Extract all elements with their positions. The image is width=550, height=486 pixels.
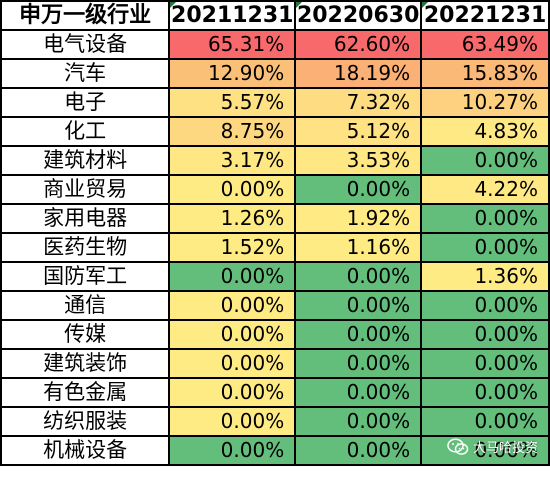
industry-name-cell[interactable]: 机械设备 <box>0 435 171 466</box>
industry-name-cell[interactable]: 化工 <box>0 116 171 147</box>
weight-cell[interactable]: 1.52% <box>168 232 297 263</box>
weight-cell[interactable]: 3.53% <box>294 145 423 176</box>
weight-cell[interactable]: 12.90% <box>168 58 297 89</box>
weight-cell[interactable]: 0.00% <box>294 406 423 437</box>
weight-cell[interactable]: 0.00% <box>294 348 423 379</box>
weight-cell[interactable]: 0.00% <box>168 406 297 437</box>
industry-name-cell[interactable]: 家用电器 <box>0 203 171 234</box>
table-row: 机械设备 0.00% 0.00% 0.00% <box>0 435 550 466</box>
weight-cell[interactable]: 0.00% <box>294 290 423 321</box>
header-date-1-label: 20211231 <box>171 3 294 28</box>
weight-cell[interactable]: 8.75% <box>168 116 297 147</box>
industry-name-cell[interactable]: 电气设备 <box>0 29 171 60</box>
industry-name-cell[interactable]: 纺织服装 <box>0 406 171 437</box>
header-row: 申万一级行业 20211231 20220630 20221231 <box>0 0 550 31</box>
industry-name-cell[interactable]: 国防军工 <box>0 261 171 292</box>
table-row: 家用电器 1.26% 1.92% 0.00% <box>0 203 550 234</box>
weight-cell[interactable]: 5.12% <box>294 116 423 147</box>
industry-name-cell[interactable]: 汽车 <box>0 58 171 89</box>
weight-cell[interactable]: 18.19% <box>294 58 423 89</box>
table-row: 商业贸易 0.00% 0.00% 4.22% <box>0 174 550 205</box>
weight-cell[interactable]: 7.32% <box>294 87 423 118</box>
weight-cell[interactable]: 62.60% <box>294 29 423 60</box>
weight-cell[interactable]: 10.27% <box>420 87 550 118</box>
weight-cell[interactable]: 65.31% <box>168 29 297 60</box>
weight-cell[interactable]: 0.00% <box>168 348 297 379</box>
weight-cell[interactable]: 4.83% <box>420 116 550 147</box>
weight-cell[interactable]: 0.00% <box>294 319 423 350</box>
table-row: 有色金属 0.00% 0.00% 0.00% <box>0 377 550 408</box>
weight-cell[interactable]: 0.00% <box>168 290 297 321</box>
weight-cell[interactable]: 0.00% <box>294 261 423 292</box>
weight-cell[interactable]: 0.00% <box>294 435 423 466</box>
cell-note-marker <box>423 3 429 8</box>
table-row: 建筑材料 3.17% 3.53% 0.00% <box>0 145 550 176</box>
industry-name-cell[interactable]: 有色金属 <box>0 377 171 408</box>
industry-name-cell[interactable]: 建筑装饰 <box>0 348 171 379</box>
table-row: 化工 8.75% 5.12% 4.83% <box>0 116 550 147</box>
header-date-1[interactable]: 20211231 <box>168 0 297 31</box>
industry-name-cell[interactable]: 商业贸易 <box>0 174 171 205</box>
weight-cell[interactable]: 0.00% <box>168 377 297 408</box>
table-row: 通信 0.00% 0.00% 0.00% <box>0 290 550 321</box>
weight-cell[interactable]: 4.22% <box>420 174 550 205</box>
industry-name-cell[interactable]: 传媒 <box>0 319 171 350</box>
weight-cell[interactable]: 0.00% <box>420 435 550 466</box>
weight-cell[interactable]: 1.92% <box>294 203 423 234</box>
table-row: 电气设备 65.31% 62.60% 63.49% <box>0 29 550 60</box>
table-row: 医药生物 1.52% 1.16% 0.00% <box>0 232 550 263</box>
industry-name-cell[interactable]: 建筑材料 <box>0 145 171 176</box>
weight-cell[interactable]: 0.00% <box>168 435 297 466</box>
weight-cell[interactable]: 1.26% <box>168 203 297 234</box>
weight-cell[interactable]: 0.00% <box>420 145 550 176</box>
weight-cell[interactable]: 0.00% <box>420 290 550 321</box>
table-row: 建筑装饰 0.00% 0.00% 0.00% <box>0 348 550 379</box>
cell-note-marker <box>171 3 177 8</box>
header-date-2-label: 20220630 <box>296 3 420 28</box>
table-row: 电子 5.57% 7.32% 10.27% <box>0 87 550 118</box>
industry-allocation-table: 申万一级行业 20211231 20220630 20221231 电气设备 65… <box>0 0 550 466</box>
weight-cell[interactable]: 63.49% <box>420 29 550 60</box>
table-row: 传媒 0.00% 0.00% 0.00% <box>0 319 550 350</box>
weight-cell[interactable]: 0.00% <box>294 377 423 408</box>
weight-cell[interactable]: 3.17% <box>168 145 297 176</box>
weight-cell[interactable]: 0.00% <box>294 174 423 205</box>
weight-cell[interactable]: 0.00% <box>168 261 297 292</box>
header-date-3-label: 20221231 <box>423 3 547 28</box>
weight-cell[interactable]: 0.00% <box>420 377 550 408</box>
weight-cell[interactable]: 0.00% <box>420 203 550 234</box>
weight-cell[interactable]: 1.16% <box>294 232 423 263</box>
weight-cell[interactable]: 0.00% <box>168 174 297 205</box>
header-date-2[interactable]: 20220630 <box>294 0 423 31</box>
cell-note-marker <box>297 3 303 8</box>
weight-cell[interactable]: 0.00% <box>168 319 297 350</box>
weight-cell[interactable]: 0.00% <box>420 406 550 437</box>
weight-cell[interactable]: 5.57% <box>168 87 297 118</box>
table-row: 汽车 12.90% 18.19% 15.83% <box>0 58 550 89</box>
industry-name-cell[interactable]: 电子 <box>0 87 171 118</box>
table-row: 纺织服装 0.00% 0.00% 0.00% <box>0 406 550 437</box>
table-row: 国防军工 0.00% 0.00% 1.36% <box>0 261 550 292</box>
header-date-3[interactable]: 20221231 <box>420 0 550 31</box>
weight-cell[interactable]: 15.83% <box>420 58 550 89</box>
weight-cell[interactable]: 0.00% <box>420 319 550 350</box>
header-industry[interactable]: 申万一级行业 <box>0 0 171 31</box>
weight-cell[interactable]: 1.36% <box>420 261 550 292</box>
industry-name-cell[interactable]: 医药生物 <box>0 232 171 263</box>
industry-name-cell[interactable]: 通信 <box>0 290 171 321</box>
weight-cell[interactable]: 0.00% <box>420 348 550 379</box>
weight-cell[interactable]: 0.00% <box>420 232 550 263</box>
